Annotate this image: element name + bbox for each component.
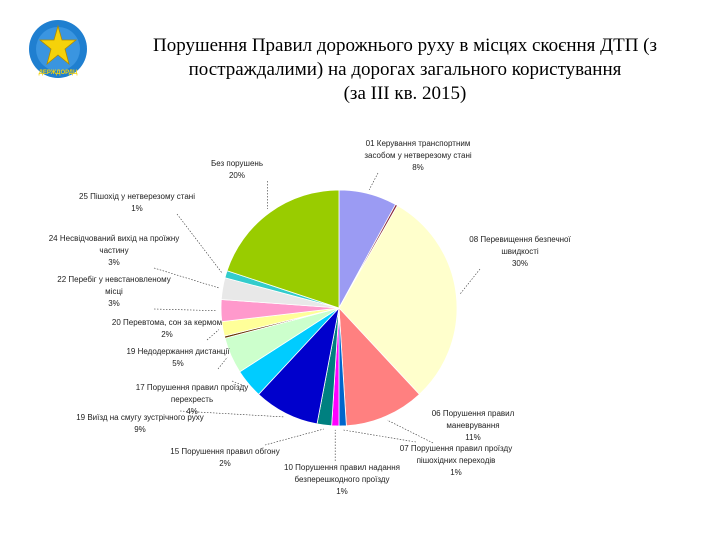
slice-label-12: 22 Перебіг у невстановленому місці 3% — [57, 275, 170, 308]
leader-line-9 — [217, 357, 228, 370]
leader-line-6 — [264, 428, 324, 446]
leader-line-11 — [206, 329, 220, 341]
slice-label-14: 25 Пішохід у нетверезому стані 1% — [79, 192, 195, 213]
pie-slice-2 — [338, 204, 458, 395]
pie-slice-3 — [338, 306, 420, 427]
leader-line-3 — [387, 419, 434, 444]
leader-line-2 — [459, 268, 481, 295]
slice-label-8: 17 Порушення правил проїзду перехресть 4% — [136, 383, 248, 416]
slice-label-11: 20 Перевтома, сон за кермом 2% — [112, 318, 222, 339]
leader-line-14 — [176, 213, 223, 274]
slice-label-6: 15 Порушення правил обгону 2% — [170, 447, 279, 468]
leader-line-0 — [368, 172, 379, 190]
logo-emblem-icon: ДЕРЖДОРДЦ — [29, 20, 87, 78]
leader-line-13 — [153, 267, 219, 289]
title-line-1: Порушення Правил дорожнього руху в місця… — [152, 35, 658, 56]
leader-line-8 — [231, 380, 246, 387]
leader-line-4 — [342, 429, 417, 443]
chart-title: Порушення Правил дорожнього руху в місця… — [120, 34, 690, 106]
leader-line-7 — [179, 410, 284, 418]
slice-label-5: 10 Порушення правил надання безперешкодно… — [284, 463, 400, 496]
slice-label-7: 19 Виїзд на смугу зустрічного руху 9% — [76, 413, 204, 434]
slice-label-3: 06 Порушення правил маневрування 11% — [432, 409, 515, 442]
pie-slice-15 — [226, 189, 340, 309]
slice-label-9: 19 Недодержання дистанції 5% — [126, 347, 230, 368]
slice-label-0: 01 Керування транспортним засобом у нетве… — [364, 139, 472, 172]
title-line-2: постраждалими) на дорогах загального кор… — [188, 59, 622, 80]
slice-label-15: Без порушень 20% — [211, 159, 263, 180]
slice-label-4: 07 Порушення правил проїзду пішохідних пе… — [400, 444, 512, 477]
logo-text: ДЕРЖДОРДЦ — [39, 70, 78, 76]
slice-label-13: 24 Несвідчований вихід на проїжну частину… — [49, 234, 180, 267]
title-line-3: (за ІІІ кв. 2015) — [343, 83, 467, 104]
leader-line-12 — [153, 308, 218, 311]
slice-label-2: 08 Перевищення безпечної швидкості 30% — [469, 235, 571, 268]
